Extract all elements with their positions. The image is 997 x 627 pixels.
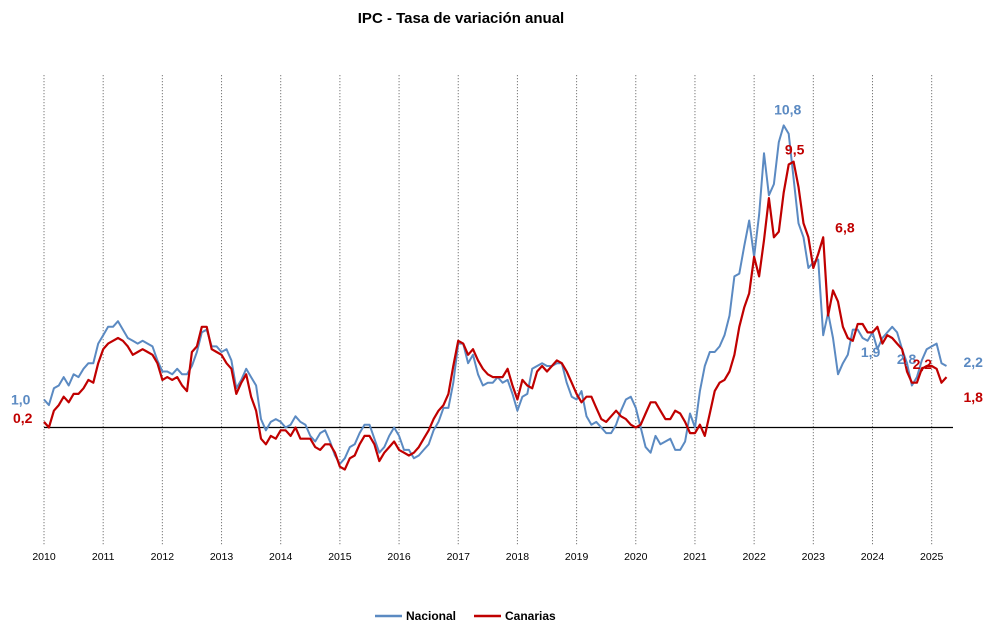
data-label-nacional: 1,0 xyxy=(11,392,31,408)
year-gridlines xyxy=(43,75,933,545)
legend-label-canarias: Canarias xyxy=(505,609,556,623)
x-axis-ticks: 2010 2011 2012 2013 2014 2015 2016 2017 2018 2019… xyxy=(32,551,943,563)
x-tick-label: 2015 xyxy=(328,551,352,563)
x-tick-label: 2019 xyxy=(565,551,589,563)
x-tick-label: 2024 xyxy=(861,551,885,563)
data-label-nacional: 2,8 xyxy=(897,351,917,367)
data-label-canarias: 6,8 xyxy=(835,219,855,235)
x-tick-label: 2016 xyxy=(387,551,411,563)
chart-title: IPC - Tasa de variación anual xyxy=(358,10,564,27)
legend: Nacional Canarias xyxy=(375,609,556,623)
series-line-nacional xyxy=(43,124,947,465)
series-line-canarias xyxy=(43,160,948,471)
x-tick-label: 2011 xyxy=(92,551,115,563)
data-label-canarias: 1,8 xyxy=(963,389,983,405)
data-label-canarias: 0,2 xyxy=(13,410,33,426)
x-tick-label: 2021 xyxy=(683,551,707,563)
data-labels: 1,00,210,89,56,81,9 2,82,2 2,21,8 xyxy=(11,101,983,426)
x-tick-label: 2018 xyxy=(506,551,530,563)
data-label-canarias: 9,5 xyxy=(785,142,805,158)
x-tick-label: 2014 xyxy=(269,551,293,563)
x-tick-label: 2025 xyxy=(920,551,944,563)
x-tick-label: 2023 xyxy=(802,551,826,563)
data-label-nacional: 2,2 xyxy=(963,354,983,370)
x-tick-label: 2012 xyxy=(151,551,175,563)
data-label-nacional: 10,8 xyxy=(774,101,801,117)
data-label-nacional: 1,9 xyxy=(861,344,881,360)
x-tick-label: 2020 xyxy=(624,551,648,563)
x-tick-label: 2010 xyxy=(32,551,56,563)
x-tick-label: 2013 xyxy=(210,551,234,563)
data-label-canarias: 2,2 xyxy=(913,356,933,372)
x-tick-label: 2022 xyxy=(742,551,766,563)
legend-label-nacional: Nacional xyxy=(406,609,456,623)
series-layer xyxy=(43,124,948,471)
x-tick-label: 2017 xyxy=(447,551,471,563)
